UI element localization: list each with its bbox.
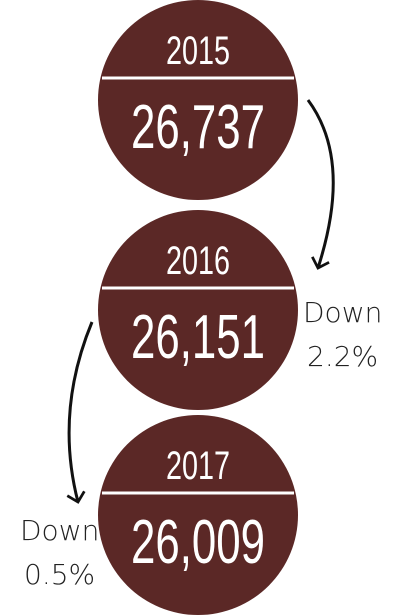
year-circle — [98, 210, 298, 410]
year-label: 2016 — [166, 239, 230, 283]
change-amount: 2.2% — [307, 340, 378, 373]
change-word: Down — [303, 296, 382, 329]
change-amount: 0.5% — [24, 558, 95, 591]
value-label: 26,009 — [131, 508, 265, 577]
year-circle — [98, 415, 298, 615]
change-word: Down — [20, 514, 99, 547]
arrow — [306, 99, 335, 270]
value-label: 26,151 — [131, 303, 265, 372]
year-label: 2017 — [166, 444, 230, 488]
year-circle — [98, 0, 298, 200]
value-label: 26,737 — [131, 93, 265, 162]
arrow — [66, 321, 94, 504]
year-label: 2015 — [166, 29, 230, 73]
